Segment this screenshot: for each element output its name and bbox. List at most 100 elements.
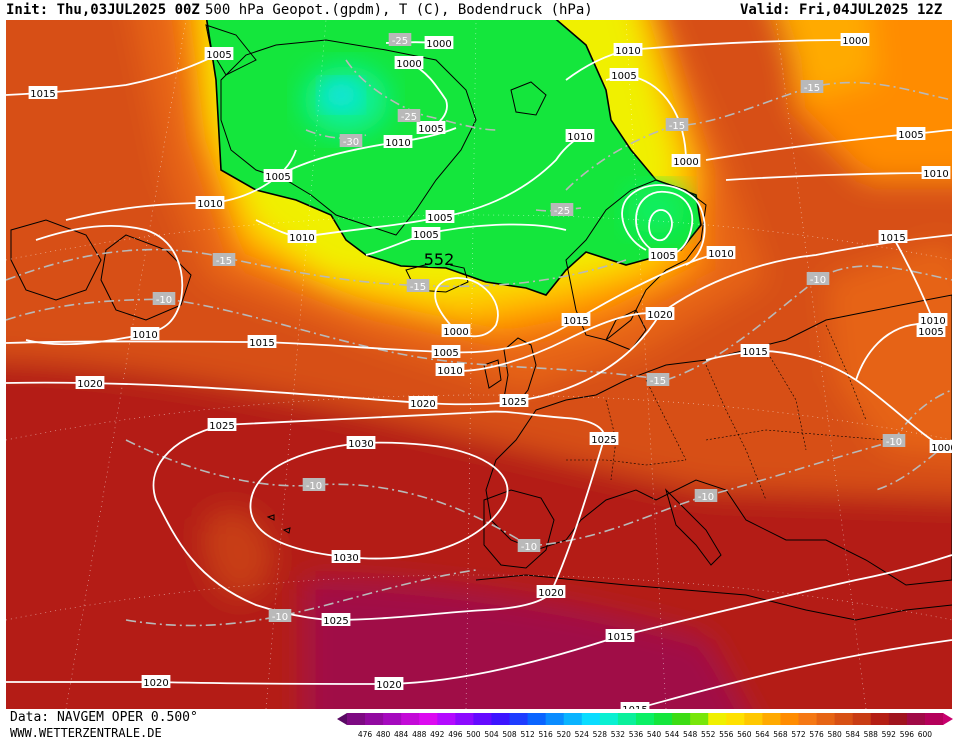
isobar-label: 1005 bbox=[204, 47, 234, 61]
scale-swatch bbox=[527, 713, 547, 725]
isobar-label: 1020 bbox=[645, 307, 675, 321]
scale-swatch bbox=[437, 713, 456, 725]
isobar-label-text: 1010 bbox=[437, 366, 462, 377]
isotherm-label: -15 bbox=[800, 80, 824, 94]
isobar-label: 1020 bbox=[536, 585, 566, 599]
data-source-credit: Data: NAVGEM OPER 0.500° bbox=[10, 710, 198, 725]
scale-tick-label: 540 bbox=[647, 730, 662, 739]
chart-title: 500 hPa Geopot.(gpdm), T (C), Bodendruck… bbox=[205, 2, 593, 18]
isobar-label: 1000 bbox=[424, 36, 454, 50]
isobar-label: 1025 bbox=[499, 394, 529, 408]
scale-swatch bbox=[924, 713, 944, 725]
isobar-label-text: 1005 bbox=[413, 230, 438, 241]
isotherm-label-text: -10 bbox=[306, 481, 322, 492]
isobar-label-text: 1015 bbox=[563, 316, 588, 327]
scale-tick-label: 508 bbox=[502, 730, 517, 739]
isobar-label-text: 1015 bbox=[30, 89, 55, 100]
scale-swatch bbox=[563, 713, 583, 725]
isobar-label: 1010 bbox=[287, 230, 317, 244]
scale-tick-label: 476 bbox=[358, 730, 373, 739]
isobar-label-text: 1010 bbox=[197, 199, 222, 210]
isobar-label-text: 1000 bbox=[426, 39, 451, 50]
isobar-label-text: 1010 bbox=[385, 138, 410, 149]
isotherm-labels: -25 -25 -30 -15 -15 -25 -15 -15 -10 -10 -15 -10 -10 -… bbox=[152, 33, 906, 623]
isobar-label: 1005 bbox=[416, 121, 446, 135]
scale-tick-label: 600 bbox=[918, 730, 933, 739]
isobar-label: 1005 bbox=[896, 127, 926, 141]
scale-tick-label: 524 bbox=[575, 730, 590, 739]
isobar-label-text: 1005 bbox=[206, 50, 231, 61]
scale-tick-label: 584 bbox=[846, 730, 861, 739]
isobar-label: 1015 bbox=[247, 335, 277, 349]
isobar-label-text: 1025 bbox=[501, 397, 526, 408]
isotherm-label-text: -25 bbox=[392, 36, 408, 47]
isobar-label: 1010 bbox=[195, 196, 225, 210]
scale-tick-label: 588 bbox=[864, 730, 879, 739]
isobar-label-text: 1005 bbox=[427, 213, 452, 224]
isotherm-label-text: -10 bbox=[698, 492, 714, 503]
isotherm-label-text: -30 bbox=[343, 137, 359, 148]
isotherm-label: -10 bbox=[694, 489, 718, 503]
isobar-label-text: 1015 bbox=[249, 338, 274, 349]
isotherm-label: -25 bbox=[397, 109, 421, 123]
isotherm-label-text: -15 bbox=[410, 282, 426, 293]
isobar-label: 1010 bbox=[706, 246, 736, 260]
scale-swatch bbox=[473, 713, 492, 725]
isobar-label: 1010 bbox=[613, 43, 643, 57]
scale-swatch bbox=[545, 713, 565, 725]
isotherm-label: -10 bbox=[882, 434, 906, 448]
isobar-label-text: 1020 bbox=[77, 379, 102, 390]
isobar-label-text: 1020 bbox=[410, 399, 435, 410]
isotherm-label: -25 bbox=[550, 203, 574, 217]
scale-tick-label: 596 bbox=[900, 730, 915, 739]
isotherm-label-text: -25 bbox=[554, 206, 570, 217]
color-scale-labels: 476 480 484 488 492 496 500 504 508 512 516 520 524 5… bbox=[358, 730, 932, 739]
isobar-label: 1010 bbox=[130, 327, 160, 341]
isotherm-label-text: -10 bbox=[521, 542, 537, 553]
scale-tick-label: 592 bbox=[882, 730, 897, 739]
isobar-label-text: 1020 bbox=[376, 680, 401, 691]
isobar-label: 1025 bbox=[589, 432, 619, 446]
scale-tick-label: 568 bbox=[773, 730, 788, 739]
isobar-label: 1000 bbox=[671, 154, 701, 168]
isobar-label: 1010 bbox=[435, 363, 465, 377]
website-credit: WWW.WETTERZENTRALE.DE bbox=[10, 726, 162, 740]
color-scale-bar bbox=[337, 713, 953, 725]
isobar-label-text: 1020 bbox=[647, 310, 672, 321]
isobar-label-text: 1005 bbox=[418, 124, 443, 135]
isobar-label: 1010 bbox=[918, 313, 948, 327]
scale-tick-label: 528 bbox=[593, 730, 608, 739]
scale-tick-label: 496 bbox=[448, 730, 463, 739]
scale-tick-label: 536 bbox=[629, 730, 644, 739]
isobar-label-text: 1030 bbox=[333, 553, 358, 564]
isotherm-label-text: -10 bbox=[886, 437, 902, 448]
scale-swatch bbox=[762, 713, 781, 725]
scale-swatch bbox=[599, 713, 619, 725]
isotherm-label: -15 bbox=[212, 253, 236, 267]
scale-tick-label: 512 bbox=[520, 730, 535, 739]
isotherm-label-text: -15 bbox=[804, 83, 820, 94]
isotherm-label: -10 bbox=[152, 292, 176, 306]
isobar-label: 1000 bbox=[929, 440, 952, 454]
isotherm-label-text: -10 bbox=[156, 295, 172, 306]
scale-swatch bbox=[455, 713, 474, 725]
scale-tick-label: 532 bbox=[611, 730, 626, 739]
isobar-label: 1020 bbox=[408, 396, 438, 410]
scale-swatch bbox=[852, 713, 872, 725]
color-scale-legend: 476 480 484 488 492 496 500 504 508 512 516 520 524 5… bbox=[337, 713, 953, 739]
isobar-label: 1015 bbox=[28, 86, 58, 100]
isobar-label: 1005 bbox=[411, 227, 441, 241]
scale-swatch bbox=[672, 713, 691, 725]
scale-tick-label: 548 bbox=[683, 730, 698, 739]
isobar-label: 1020 bbox=[141, 675, 171, 689]
isotherm-label-text: -10 bbox=[810, 275, 826, 286]
scale-swatch bbox=[816, 713, 836, 725]
scale-swatch bbox=[834, 713, 854, 725]
isobar-label-text: 1025 bbox=[591, 435, 616, 446]
isotherm-label-text: -10 bbox=[272, 612, 288, 623]
isobar-label-text: 1015 bbox=[607, 632, 632, 643]
scale-swatch bbox=[347, 713, 366, 725]
isobar-label: 1020 bbox=[75, 376, 105, 390]
scale-swatch bbox=[798, 713, 818, 725]
isobar-label-text: 1000 bbox=[842, 36, 867, 47]
